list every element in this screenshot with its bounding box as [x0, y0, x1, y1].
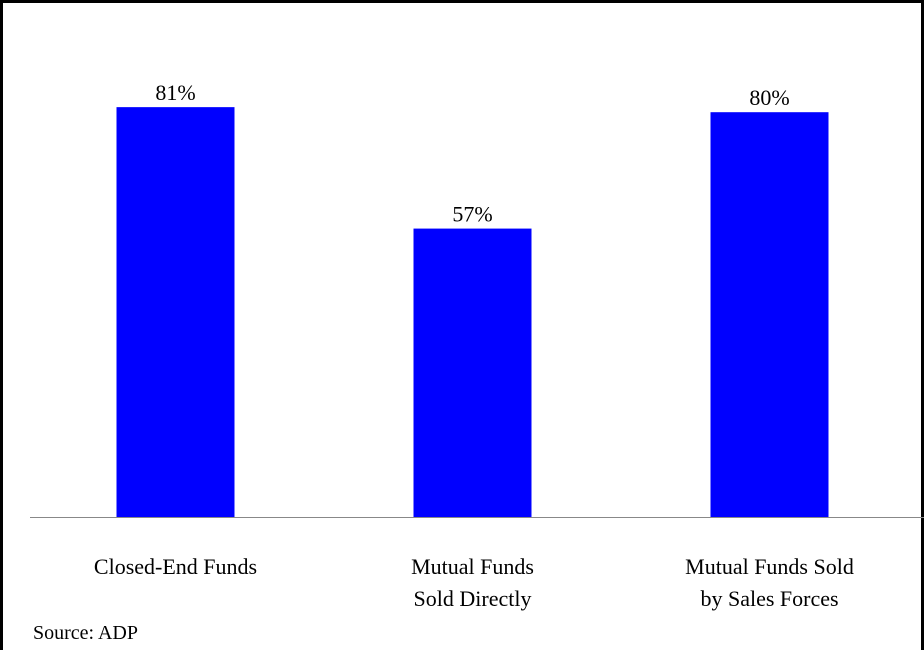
bar	[413, 228, 532, 517]
data-label: 57%	[452, 202, 492, 227]
source-note: Source: ADP	[33, 622, 138, 644]
data-label: 80%	[749, 85, 789, 110]
bar	[710, 112, 829, 517]
bar	[116, 107, 235, 517]
data-label: 81%	[155, 80, 195, 105]
x-tick-label: Closed-End Funds	[93, 554, 258, 579]
x-tick-label: Mutual Funds Sold by Sales Forces	[685, 554, 854, 611]
x-tick-label: Mutual Funds Sold Directly	[411, 554, 534, 611]
